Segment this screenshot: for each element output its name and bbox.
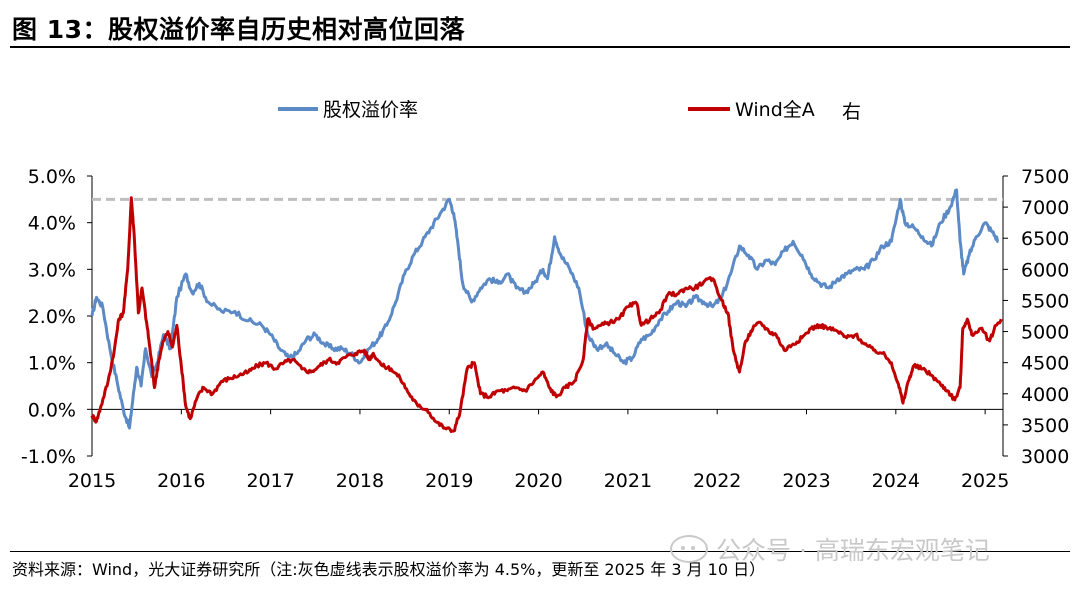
series-line-wind-all-a bbox=[90, 196, 1003, 434]
x-tick-label: 2022 bbox=[693, 470, 741, 492]
series-line-equity-premium bbox=[90, 188, 1000, 430]
y-left-tick-label: 2.0% bbox=[28, 306, 76, 328]
y-right-tick-label: 5500 bbox=[1021, 290, 1069, 312]
x-tick-label: 2025 bbox=[961, 470, 1009, 492]
x-tick-label: 2021 bbox=[604, 470, 652, 492]
y-left-tick-label: 4.0% bbox=[28, 213, 76, 235]
y-left-tick-label: -1.0% bbox=[21, 446, 76, 468]
y-right-tick-label: 6000 bbox=[1021, 259, 1069, 281]
y-right-tick-label: 4500 bbox=[1021, 353, 1069, 375]
x-tick-label: 2018 bbox=[336, 470, 384, 492]
legend-label-wind-all-a: Wind全A bbox=[735, 99, 815, 121]
y-right-tick-label: 5000 bbox=[1021, 322, 1069, 344]
watermark-text: 公众号 · 高瑞东宏观笔记 bbox=[716, 536, 990, 565]
x-tick-label: 2019 bbox=[425, 470, 473, 492]
y-right-tick-label: 3500 bbox=[1021, 415, 1069, 437]
wechat-icon bbox=[670, 535, 708, 563]
x-tick-label: 2020 bbox=[514, 470, 562, 492]
tick-labels: -1.0% 0.0% 1.0% 2.0% 3.0% 4.0% 5.0% 3000 3500 400… bbox=[21, 166, 1070, 492]
series-group bbox=[90, 188, 1003, 434]
x-tick-label: 2024 bbox=[872, 470, 920, 492]
y-left-tick-label: 5.0% bbox=[28, 166, 76, 188]
footer-rule bbox=[10, 551, 1070, 552]
x-tick-label: 2017 bbox=[246, 470, 294, 492]
watermark: 公众号 · 高瑞东宏观笔记 bbox=[670, 531, 990, 567]
y-right-tick-label: 6500 bbox=[1021, 228, 1069, 250]
legend-label-equity-premium: 股权溢价率 bbox=[323, 99, 418, 121]
y-left-tick-label: 0.0% bbox=[28, 399, 76, 421]
chart-canvas: 股权溢价率 Wind全A 右 -1.0% 0.0% 1.0% 2.0% 3.0% 4.0% 5.… bbox=[21, 99, 1070, 492]
y-left-tick-label: 3.0% bbox=[28, 259, 76, 281]
x-tick-label: 2016 bbox=[157, 470, 205, 492]
legend-label-right-axis: 右 bbox=[842, 101, 861, 123]
axes bbox=[87, 175, 1008, 457]
y-right-tick-label: 4000 bbox=[1021, 384, 1069, 406]
y-right-tick-label: 7500 bbox=[1021, 166, 1069, 188]
y-left-tick-label: 1.0% bbox=[28, 353, 76, 375]
source-note: 资料来源：Wind，光大证券研究所（注:灰色虚线表示股权溢价率为 4.5%，更新… bbox=[12, 560, 766, 579]
chart-title: 图 13：股权溢价率自历史相对高位回落 bbox=[12, 15, 465, 44]
title-rule bbox=[10, 46, 1070, 48]
x-tick-label: 2015 bbox=[68, 470, 116, 492]
y-right-tick-label: 3000 bbox=[1021, 446, 1069, 468]
x-tick-label: 2023 bbox=[782, 470, 830, 492]
y-right-tick-label: 7000 bbox=[1021, 197, 1069, 219]
legend: 股权溢价率 Wind全A 右 bbox=[278, 99, 861, 123]
